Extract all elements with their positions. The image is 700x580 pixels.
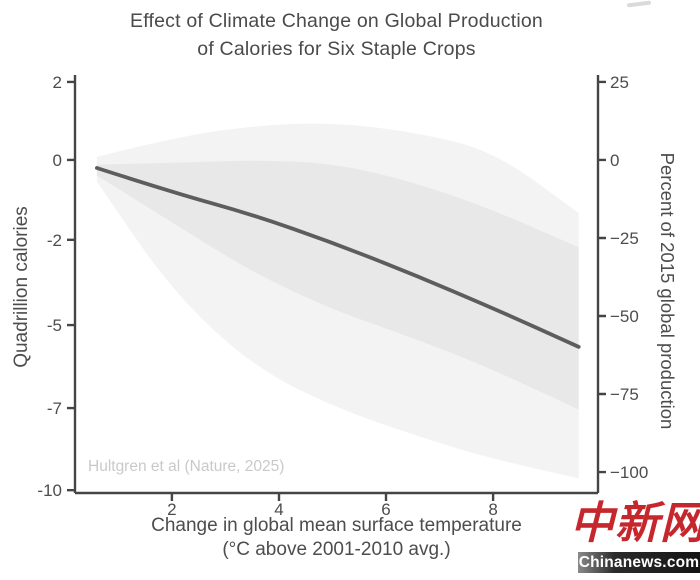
chinanews-url-text: Chinanews.com	[578, 553, 700, 571]
tick-marks	[67, 80, 606, 501]
news-watermark: 中新网 Chinanews.com	[570, 498, 700, 573]
right-y-tick-label: −25	[610, 229, 639, 248]
chart-title-line1: Effect of Climate Change on Global Produ…	[130, 10, 543, 32]
axis-spines	[73, 75, 600, 495]
left-y-tick-label: 0	[53, 151, 62, 170]
source-annotation: Hultgren et al (Nature, 2025)	[88, 458, 285, 475]
right-y-tick-label: −50	[610, 307, 639, 326]
right-y-tick-label: −75	[610, 385, 639, 404]
chinanews-cn-logo: 中新网	[570, 498, 700, 549]
chart-title-line2: of Calories for Six Staple Crops	[197, 38, 476, 60]
left-y-tick-label: -10	[37, 481, 62, 500]
left-y-tick-label: -5	[47, 316, 62, 335]
right-y-tick-label: 25	[610, 73, 629, 92]
inner-uncertainty-band	[96, 160, 579, 410]
left-y-tick-label: -7	[47, 399, 62, 418]
x-axis-label-line2: (°C above 2001-2010 avg.)	[222, 539, 451, 560]
x-tick-label: 2	[167, 500, 176, 519]
x-tick-label: 6	[381, 500, 390, 519]
left-y-tick-label: -2	[47, 231, 62, 250]
x-tick-label: 8	[488, 500, 497, 519]
chinanews-bar: Chinanews.com	[578, 552, 700, 573]
left-y-tick-label: 2	[53, 73, 62, 92]
right-y-tick-label: −100	[610, 463, 648, 482]
x-tick-label: 4	[274, 500, 283, 519]
right-y-tick-label: 0	[610, 151, 619, 170]
x-axis-label-line1: Change in global mean surface temperatur…	[151, 515, 522, 536]
central-estimate-line	[95, 166, 581, 349]
